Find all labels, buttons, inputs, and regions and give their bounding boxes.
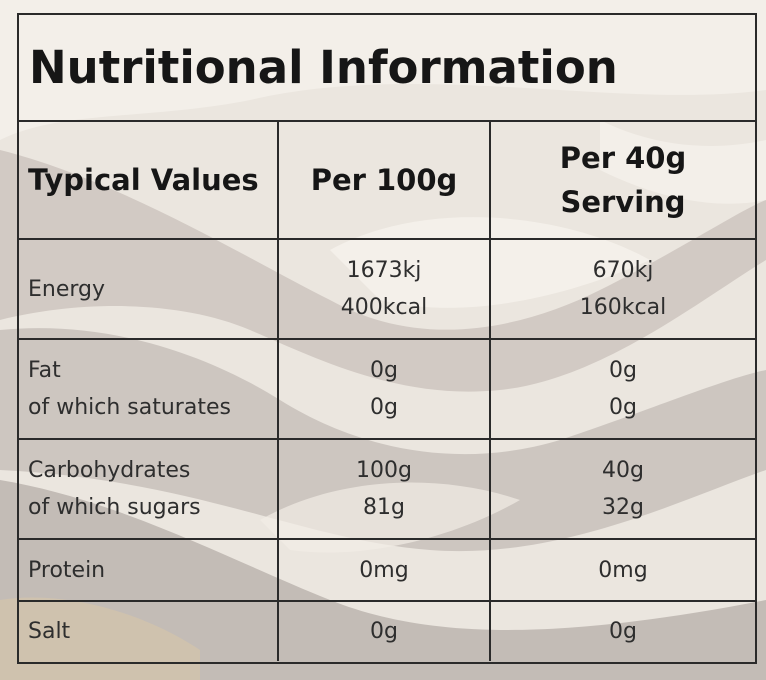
row-label-line: Protein [28, 557, 106, 583]
title-row: Nutritional Information [19, 15, 755, 122]
row-label-line: Fat [28, 358, 61, 383]
row-label-line: Salt [28, 619, 71, 644]
value-line: 0g [609, 358, 637, 383]
value-line: 0g [609, 395, 637, 420]
per-100g-value: 0g [278, 601, 491, 661]
per-40g-value: 670kj 160kcal [490, 239, 755, 340]
row-label: Salt [19, 601, 279, 661]
value-line: 0g [370, 358, 398, 383]
value-line: 0g [370, 619, 398, 644]
row-label: Protein [19, 539, 279, 602]
table-row-energy: Energy 1673kj 400kcal 670kj 160kcal [19, 239, 755, 340]
header-per-40g-line2: Serving [560, 185, 686, 219]
value-line: 32g [602, 495, 644, 520]
row-label-line: of which sugars [28, 495, 201, 520]
per-100g-value: 0mg [278, 539, 491, 602]
per-100g-value: 100g 81g [278, 439, 491, 540]
value-line: 400kcal [340, 295, 428, 320]
per-100g-value: 0g 0g [278, 339, 491, 440]
row-label-line: Carbohydrates [28, 458, 191, 483]
per-40g-value: 0g 0g [490, 339, 755, 440]
per-40g-value: 0mg [490, 539, 755, 602]
value-line: 160kcal [579, 295, 667, 320]
value-line: 0g [370, 395, 398, 420]
value-line: 0g [609, 619, 637, 644]
value-line: 40g [602, 458, 644, 483]
row-label: Fat of which saturates [19, 339, 279, 440]
value-line: 81g [363, 495, 405, 520]
header-per-100g: Per 100g [278, 122, 491, 240]
row-label: Energy [19, 239, 279, 340]
nutrition-table: Typical Values Per 100g Per 40g Serving … [19, 122, 755, 661]
header-per-40g-serving: Per 40g Serving [490, 122, 755, 240]
per-100g-value: 1673kj 400kcal [278, 239, 491, 340]
value-line: 0mg [359, 557, 409, 583]
header-row: Typical Values Per 100g Per 40g Serving [19, 122, 755, 240]
value-line: 670kj [592, 258, 654, 283]
row-label: Carbohydrates of which sugars [19, 439, 279, 540]
row-label-line: of which saturates [28, 395, 231, 420]
page-title: Nutritional Information [29, 41, 618, 94]
value-line: 0mg [598, 557, 648, 583]
nutrition-panel: Nutritional Information Typical Values P… [17, 13, 757, 664]
table-row-salt: Salt 0g 0g [19, 601, 755, 661]
header-typical-values: Typical Values [19, 122, 279, 240]
value-line: 100g [356, 458, 412, 483]
table-row-carbohydrates: Carbohydrates of which sugars 100g 81g 4… [19, 439, 755, 540]
table-row-protein: Protein 0mg 0mg [19, 539, 755, 602]
header-per-40g-line1: Per 40g [559, 141, 687, 175]
table-row-fat: Fat of which saturates 0g 0g 0g 0g [19, 339, 755, 440]
row-label-line: Energy [28, 276, 106, 302]
per-40g-value: 0g [490, 601, 755, 661]
per-40g-value: 40g 32g [490, 439, 755, 540]
value-line: 1673kj [346, 258, 422, 283]
